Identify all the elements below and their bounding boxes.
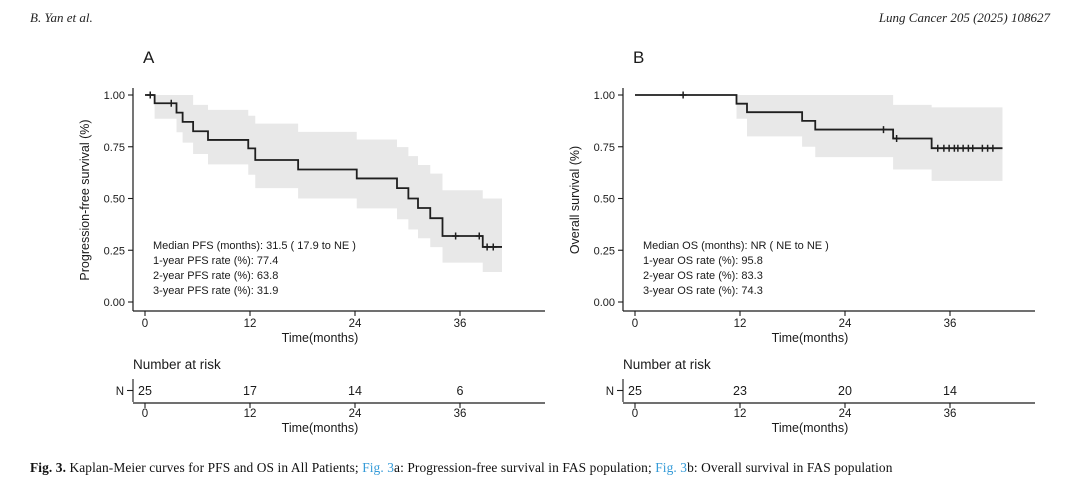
risk-x-axis-title: Time(months) — [282, 421, 359, 435]
censor-mark — [146, 91, 154, 99]
risk-count: 17 — [243, 384, 257, 398]
risk-table-title: Number at risk — [133, 357, 221, 372]
y-tick-label: 0.50 — [594, 194, 615, 206]
x-tick-label: 0 — [632, 318, 638, 330]
km-plot-os: 1.00 0.75 0.50 0.25 0.00 0 12 24 36 Time(months) O… — [568, 48, 1035, 435]
risk-count: 14 — [943, 384, 957, 398]
journal-reference: Lung Cancer 205 (2025) 108627 — [878, 10, 1050, 25]
y-axis-title: Overall survival (%) — [568, 146, 582, 254]
x-axis-title: Time(months) — [282, 331, 359, 345]
fig-3b-link[interactable]: Fig. 3 — [655, 460, 688, 475]
x-tick-label: 24 — [839, 318, 852, 330]
caption-text-2: a: Progression-free survival in FAS popu… — [394, 460, 656, 475]
risk-x-axis-title: Time(months) — [772, 421, 849, 435]
km-curve — [145, 94, 502, 248]
y-tick-label: 1.00 — [104, 90, 125, 102]
censor-mark — [475, 232, 483, 240]
risk-x-tick-label: 12 — [244, 408, 257, 420]
risk-x-tick-label: 24 — [349, 408, 362, 420]
stat-annotation-line: Median PFS (months): 31.5 ( 17.9 to NE ) — [153, 240, 356, 252]
risk-x-tick-label: 36 — [454, 408, 467, 420]
censor-mark — [679, 91, 687, 99]
censor-mark — [969, 144, 977, 152]
risk-count: 23 — [733, 384, 747, 398]
stat-annotation-line: 2-year OS rate (%): 83.3 — [643, 270, 763, 282]
x-tick-label: 0 — [142, 318, 148, 330]
fig-3a-link[interactable]: Fig. 3 — [362, 460, 395, 475]
censor-mark — [934, 144, 942, 152]
y-tick-label: 0.00 — [594, 297, 615, 309]
risk-count: 20 — [838, 384, 852, 398]
caption-text-3: b: Overall survival in FAS population — [687, 460, 893, 475]
risk-x-tick-label: 24 — [839, 408, 852, 420]
x-tick-label: 12 — [244, 318, 257, 330]
y-tick-label: 0.25 — [104, 245, 125, 257]
risk-count: 25 — [138, 384, 152, 398]
risk-row-label: N — [116, 386, 124, 398]
x-tick-label: 36 — [944, 318, 957, 330]
confidence-ribbon — [736, 95, 1003, 181]
caption-fig-label: Fig. 3. — [30, 460, 67, 475]
risk-x-tick-label: 12 — [734, 408, 747, 420]
x-tick-label: 12 — [734, 318, 747, 330]
caption-text-1: Kaplan-Meier curves for PFS and OS in Al… — [66, 460, 363, 475]
risk-x-tick-label: 0 — [142, 408, 148, 420]
y-tick-label: 0.50 — [104, 194, 125, 206]
panel-label: B — [633, 48, 644, 67]
panel-label: A — [143, 48, 155, 67]
censor-mark — [893, 134, 901, 142]
risk-table-title: Number at risk — [623, 357, 711, 372]
y-tick-label: 0.25 — [594, 245, 615, 257]
risk-row-label: N — [606, 386, 614, 398]
x-tick-label: 36 — [454, 318, 467, 330]
censor-mark — [989, 144, 997, 152]
stat-annotation-line: 1-year OS rate (%): 95.8 — [643, 255, 763, 267]
stat-annotation-line: Median OS (months): NR ( NE to NE ) — [643, 240, 829, 252]
risk-x-tick-label: 0 — [632, 408, 638, 420]
censor-mark — [452, 232, 460, 240]
censor-mark — [880, 126, 887, 134]
stat-annotation-line: 1-year PFS rate (%): 77.4 — [153, 255, 278, 267]
y-tick-label: 0.75 — [594, 142, 615, 154]
running-author: B. Yan et al. — [30, 10, 93, 25]
censor-mark — [483, 243, 491, 251]
stat-annotation-line: 2-year PFS rate (%): 63.8 — [153, 270, 278, 282]
risk-count: 14 — [348, 384, 362, 398]
km-plot-pfs: 1.00 0.75 0.50 0.25 0.00 0 12 24 36 Time(months) P… — [78, 48, 545, 435]
censor-mark — [167, 99, 175, 107]
risk-x-tick-label: 36 — [944, 408, 957, 420]
page-header: B. Yan et al. Lung Cancer 205 (2025) 108… — [30, 10, 1050, 26]
y-axis-title: Progression-free survival (%) — [78, 119, 92, 280]
y-tick-label: 0.00 — [104, 297, 125, 309]
stat-annotation-line: 3-year PFS rate (%): 31.9 — [153, 285, 278, 297]
stat-annotation-line: 3-year OS rate (%): 74.3 — [643, 285, 763, 297]
figure-caption: Fig. 3. Kaplan-Meier curves for PFS and … — [30, 460, 1054, 476]
x-axis-title: Time(months) — [772, 331, 849, 345]
y-tick-label: 0.75 — [104, 142, 125, 154]
km-curve — [635, 94, 1003, 150]
censor-mark — [489, 243, 497, 251]
risk-count: 6 — [457, 384, 464, 398]
risk-count: 25 — [628, 384, 642, 398]
y-tick-label: 1.00 — [594, 90, 615, 102]
x-tick-label: 24 — [349, 318, 362, 330]
